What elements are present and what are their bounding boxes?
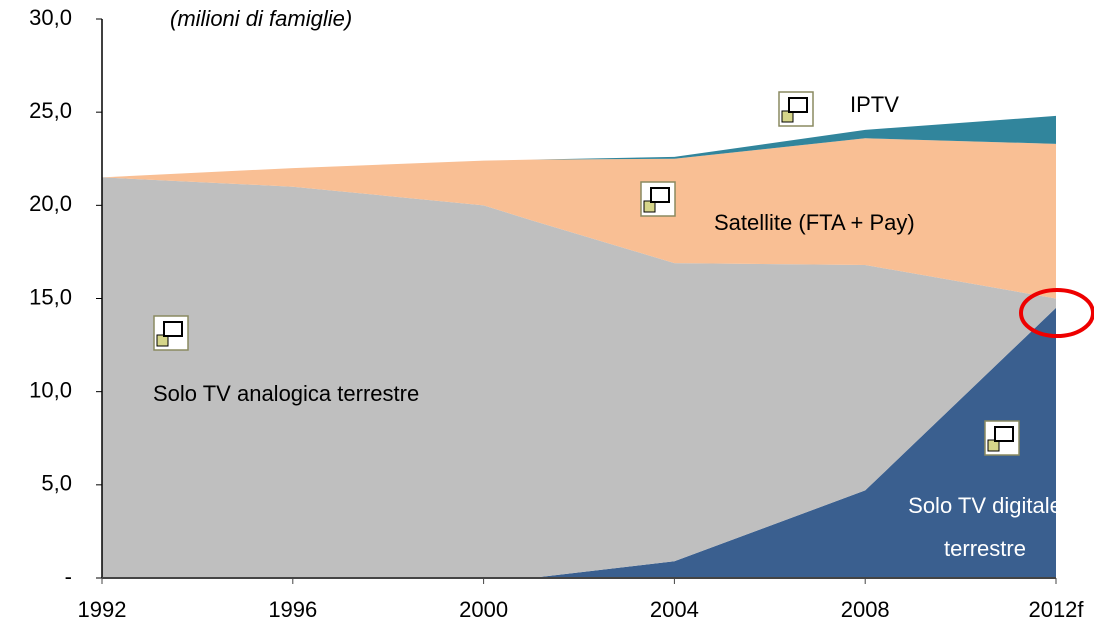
icon-part (994, 426, 1014, 442)
x-tick-label: 2008 (841, 597, 890, 622)
x-tick-label: 2012f (1028, 597, 1084, 622)
y-tick-label: 10,0 (29, 377, 72, 402)
y-tick-label: 5,0 (41, 471, 72, 496)
y-tick-label: 15,0 (29, 284, 72, 309)
x-tick-label: 1992 (78, 597, 127, 622)
series-label: Solo TV analogica terrestre (153, 381, 420, 406)
highlight-circle (1019, 288, 1094, 338)
x-tick-label: 1996 (268, 597, 317, 622)
icon-part (163, 321, 183, 337)
area (102, 177, 1056, 578)
areas (102, 115, 1056, 578)
series-label: IPTV (850, 92, 899, 117)
area (102, 307, 1056, 578)
y-tick-label: 30,0 (29, 5, 72, 30)
y-tick-label: 20,0 (29, 191, 72, 216)
icon-part (643, 200, 656, 213)
series-label: Satellite (FTA + Pay) (714, 210, 915, 235)
y-tick-label: 25,0 (29, 98, 72, 123)
y-tick-label: - (65, 564, 72, 589)
x-tick-label: 2000 (459, 597, 508, 622)
icon-part (987, 439, 1000, 452)
icon-part (650, 187, 670, 203)
x-tick-label: 2004 (650, 597, 699, 622)
icon-part (156, 334, 169, 347)
area (102, 138, 1056, 299)
icon-part (788, 97, 808, 113)
icon-part (781, 110, 794, 123)
chart-title: (milioni di famiglie) (170, 6, 352, 31)
series-label: Solo TV digitale terrestre (908, 493, 1062, 561)
